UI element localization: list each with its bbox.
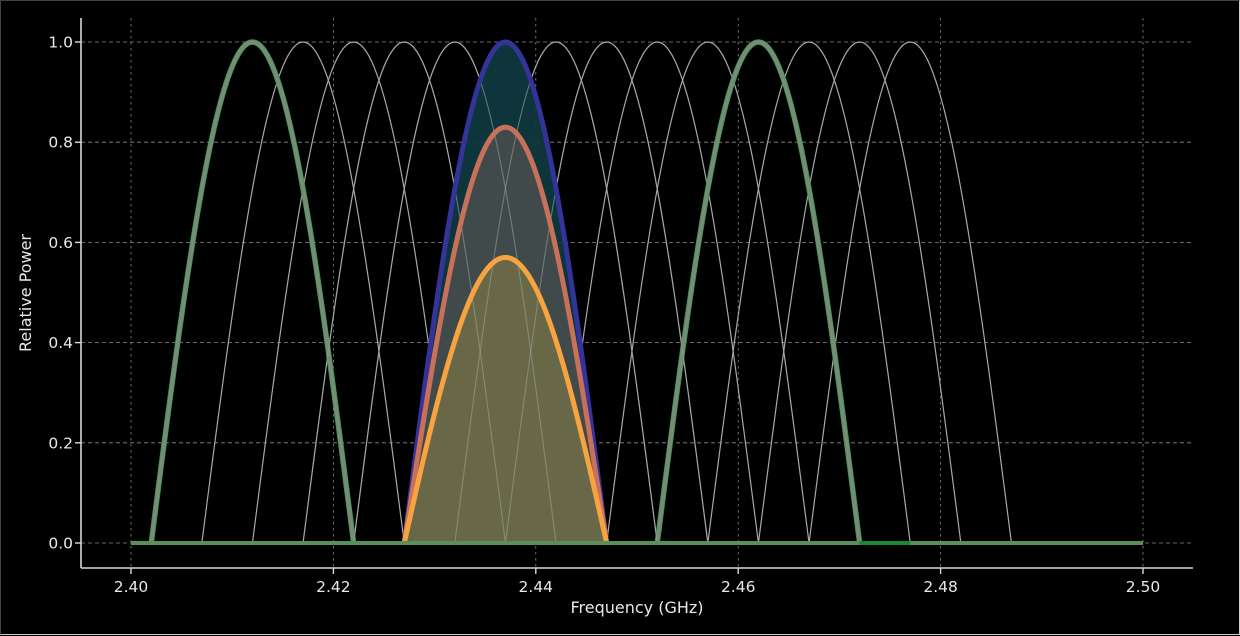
x-tick-label: 2.50: [1126, 578, 1161, 596]
y-axis-label: Relative Power: [16, 234, 35, 352]
x-axis-label: Frequency (GHz): [570, 598, 703, 617]
power-curve-line: [401, 254, 610, 544]
grid-lines: [81, 18, 1193, 568]
channel-curve: [707, 41, 911, 544]
axes: [80, 18, 1193, 569]
power-curve-line: [401, 39, 610, 544]
x-tick-label: 2.40: [114, 578, 149, 596]
y-tick-label: 0.4: [48, 334, 73, 352]
y-axis-ticks: 0.0 0.2 0.4 0.6 0.8 1.0: [48, 34, 81, 553]
x-tick-label: 2.48: [923, 578, 958, 596]
y-tick-label: 0.2: [48, 434, 73, 452]
x-tick-label: 2.44: [519, 578, 554, 596]
filled-power-curves: [302, 39, 709, 544]
channel-curve: [808, 41, 1013, 544]
y-tick-label: 0.8: [48, 134, 73, 152]
channel-curve: [606, 41, 810, 544]
power-curve-line: [401, 124, 610, 544]
channel-curve-overlay: [353, 41, 557, 544]
channel-curves: [201, 41, 1013, 544]
highlighted-channel-curves: [148, 39, 863, 544]
channel-curve: [201, 41, 405, 544]
highlight-curve: [655, 39, 862, 544]
highlight-curve: [149, 39, 356, 544]
channel-curve-overlay: [454, 41, 658, 544]
highlight-curve-edge: [148, 39, 357, 544]
x-tick-label: 2.42: [316, 578, 351, 596]
x-axis-ticks: 2.40 2.42 2.44 2.46 2.48 2.50: [114, 568, 1161, 596]
y-tick-label: 1.0: [48, 34, 73, 52]
x-tick-label: 2.46: [721, 578, 756, 596]
y-tick-label: 0.0: [48, 535, 73, 553]
power-curve-fill: [404, 257, 607, 543]
channel-curve: [555, 41, 760, 544]
channel-curve: [251, 41, 456, 544]
highlight-curve-edge: [654, 39, 863, 544]
y-tick-label: 0.6: [48, 234, 73, 252]
channel-curve: [757, 41, 962, 544]
